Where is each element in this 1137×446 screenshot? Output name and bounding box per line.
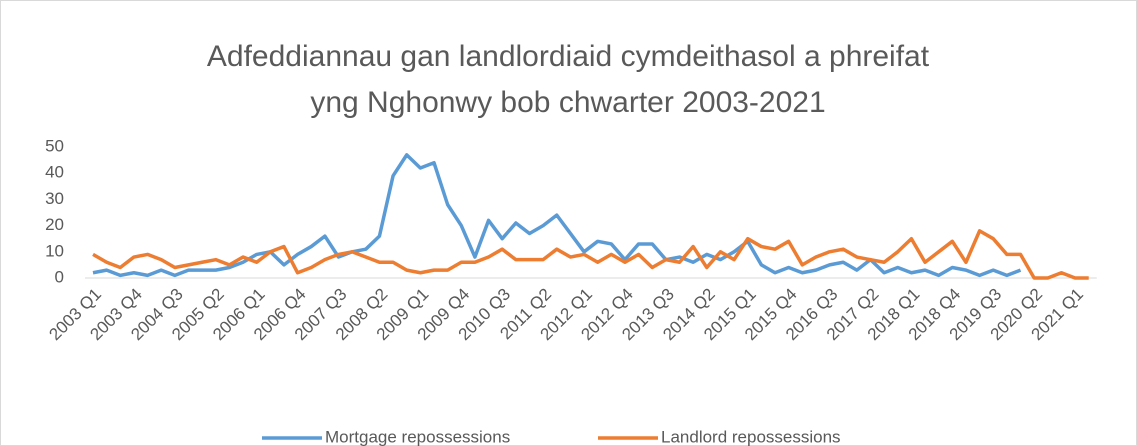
series-line <box>92 229 1089 280</box>
legend-label: Landlord repossessions <box>661 427 841 446</box>
legend-label: Mortgage repossessions <box>325 427 510 446</box>
y-tick-label: 20 <box>45 215 64 234</box>
y-tick-label: 40 <box>45 163 64 182</box>
chart-title: Adfeddiannau gan landlordiaid cymdeithas… <box>207 40 930 73</box>
chart-title: yng Nghonwy bob chwarter 2003-2021 <box>310 86 825 119</box>
y-tick-label: 30 <box>45 189 64 208</box>
y-tick-label: 0 <box>55 267 64 286</box>
y-tick-label: 10 <box>45 241 64 260</box>
y-tick-label: 50 <box>45 136 64 155</box>
